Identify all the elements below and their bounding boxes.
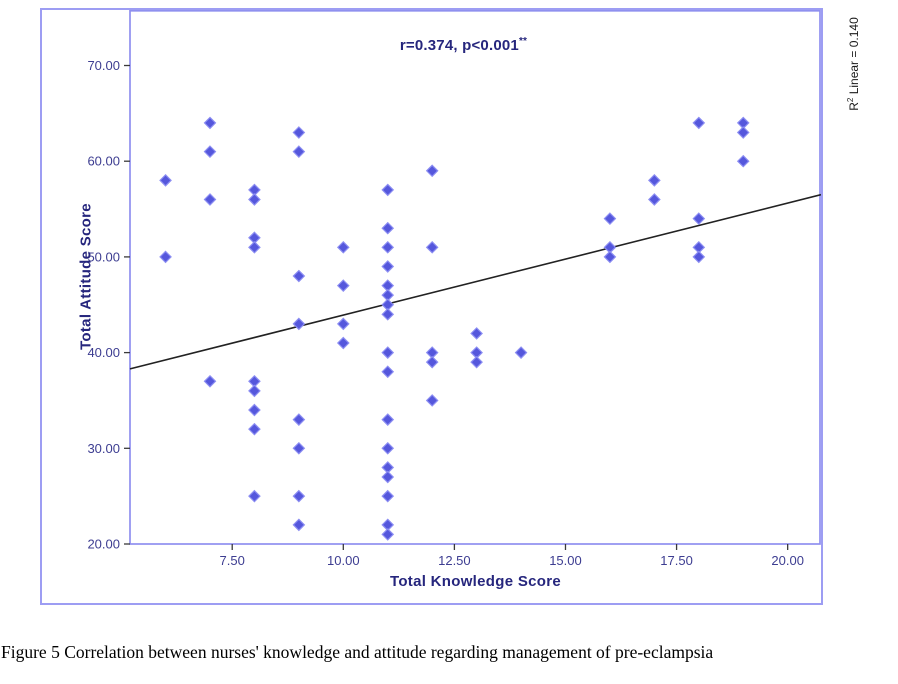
y-tick-label: 70.00 bbox=[87, 58, 120, 73]
data-point bbox=[692, 116, 706, 130]
figure-caption: Figure 5 Correlation between nurses' kno… bbox=[1, 642, 714, 662]
data-point bbox=[292, 145, 306, 158]
data-point bbox=[336, 317, 350, 331]
y-axis-title: Total Attitude Score bbox=[77, 203, 95, 350]
y-tick-label: 30.00 bbox=[87, 441, 120, 456]
data-point bbox=[381, 240, 395, 254]
data-point bbox=[248, 403, 261, 417]
data-point bbox=[381, 307, 395, 321]
y-tick-label: 20.00 bbox=[87, 537, 120, 552]
data-point bbox=[381, 221, 395, 235]
data-point bbox=[292, 441, 306, 455]
scatter-plot-svg: 7.50 10.00 12.50 15.00 17.50 20.00 20.00 30.00 4… bbox=[87, 10, 821, 568]
data-point bbox=[381, 489, 395, 503]
y-tick-label: 60.00 bbox=[87, 154, 120, 169]
data-point bbox=[248, 422, 261, 436]
data-point bbox=[248, 384, 261, 398]
data-point bbox=[381, 528, 395, 541]
data-point bbox=[736, 126, 750, 139]
data-point bbox=[648, 173, 661, 187]
correlation-annotation-asterisks: ** bbox=[518, 36, 528, 47]
data-point bbox=[736, 154, 750, 168]
data-point bbox=[381, 413, 395, 426]
data-point bbox=[336, 240, 350, 254]
data-point bbox=[603, 250, 617, 264]
data-point bbox=[292, 518, 306, 532]
data-point bbox=[692, 212, 706, 225]
data-point bbox=[203, 193, 217, 206]
data-point bbox=[292, 317, 306, 331]
data-point bbox=[292, 126, 306, 139]
data-point bbox=[603, 212, 617, 225]
r-squared-prefix: R bbox=[847, 102, 861, 111]
data-point bbox=[470, 327, 483, 340]
x-tick-label: 20.00 bbox=[771, 553, 804, 568]
r-squared-label: R2 Linear = 0.140 bbox=[846, 0, 861, 128]
r-squared-value: Linear = 0.140 bbox=[847, 17, 861, 98]
data-point bbox=[425, 394, 439, 407]
data-point bbox=[425, 355, 439, 369]
x-tick-label: 12.50 bbox=[438, 553, 471, 568]
data-point bbox=[692, 250, 706, 264]
data-point bbox=[336, 279, 350, 292]
correlation-annotation-text: r=0.374, p<0.001 bbox=[399, 37, 519, 54]
data-point bbox=[159, 250, 172, 264]
trend-line bbox=[129, 193, 821, 370]
data-point bbox=[203, 145, 217, 158]
data-point bbox=[470, 355, 483, 369]
data-point bbox=[159, 173, 172, 187]
data-point bbox=[292, 269, 306, 283]
r-squared-exponent: 2 bbox=[846, 97, 855, 103]
data-point bbox=[203, 116, 217, 130]
data-point bbox=[381, 365, 395, 379]
data-point bbox=[381, 441, 395, 455]
x-tick-label: 17.50 bbox=[660, 553, 693, 568]
data-point bbox=[425, 164, 439, 178]
data-point bbox=[514, 346, 528, 359]
data-point bbox=[292, 413, 306, 426]
data-point bbox=[425, 240, 439, 254]
data-point bbox=[381, 183, 395, 197]
data-point bbox=[336, 336, 350, 350]
x-tick-label: 7.50 bbox=[220, 553, 245, 568]
data-point bbox=[381, 470, 395, 484]
x-axis-title: Total Knowledge Score bbox=[389, 573, 562, 590]
data-point bbox=[203, 374, 217, 388]
y-tick-label: 50.00 bbox=[87, 249, 120, 264]
data-point bbox=[248, 489, 261, 503]
plot-frame bbox=[129, 10, 821, 545]
chart-frame: 7.50 10.00 12.50 15.00 17.50 20.00 20.00 30.00 4… bbox=[40, 8, 823, 605]
data-point bbox=[248, 193, 261, 206]
data-point bbox=[648, 193, 661, 206]
x-tick-label: 15.00 bbox=[549, 553, 582, 568]
x-tick-label: 10.00 bbox=[327, 553, 360, 568]
data-point bbox=[381, 346, 395, 359]
data-point bbox=[381, 260, 395, 273]
data-point bbox=[292, 489, 306, 503]
y-tick-label: 40.00 bbox=[87, 345, 120, 360]
correlation-annotation: r=0.374, p<0.001** bbox=[118, 36, 809, 54]
data-point bbox=[248, 240, 261, 254]
